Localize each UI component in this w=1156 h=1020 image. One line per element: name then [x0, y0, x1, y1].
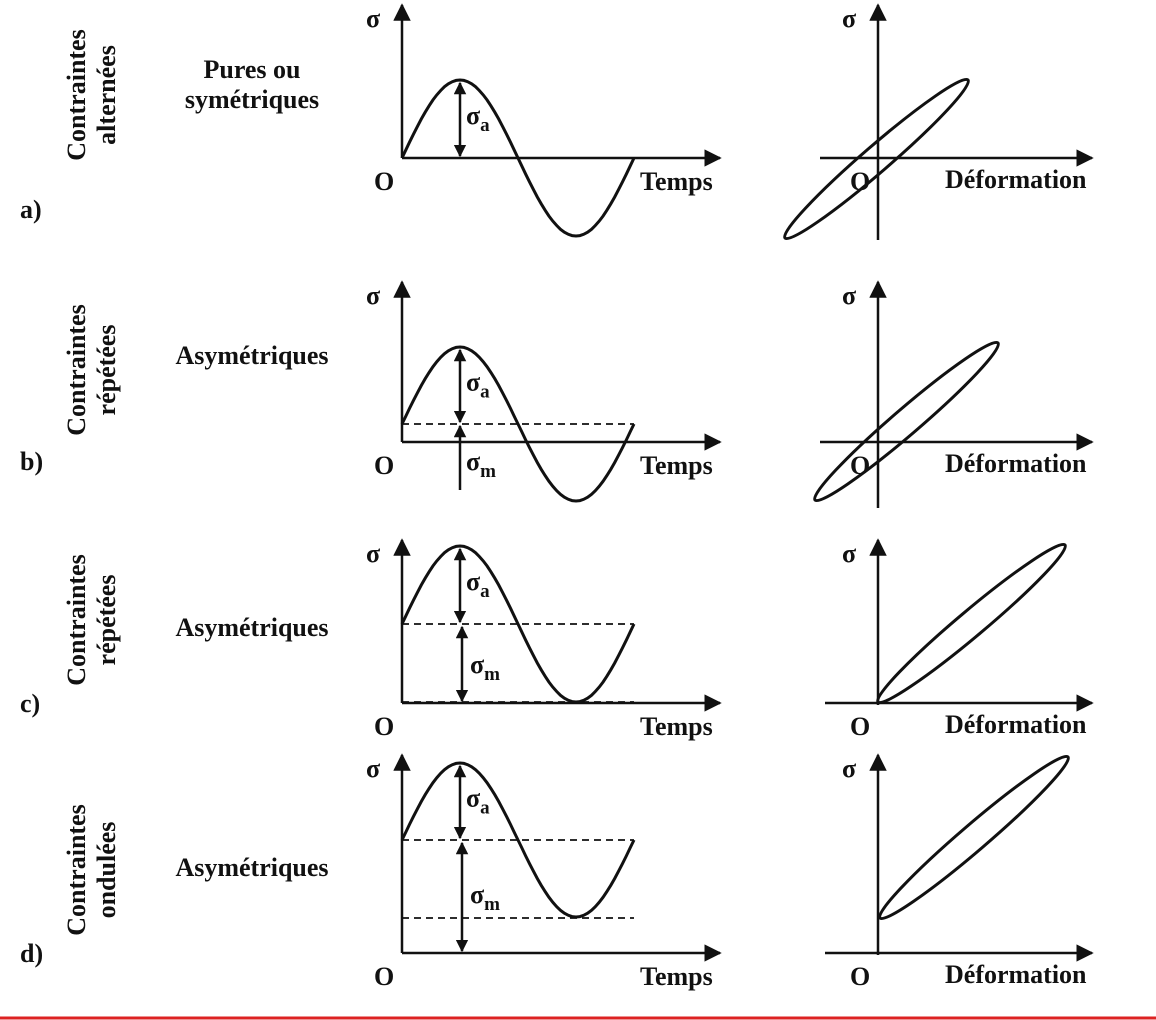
subscript: m	[480, 461, 496, 482]
y-axis-label: σ	[842, 539, 856, 568]
y-axis-label: σ	[842, 4, 856, 33]
category-label: Contraintes	[62, 804, 91, 935]
x-axis-label: Déformation	[945, 960, 1087, 989]
x-axis-label: Déformation	[945, 165, 1087, 194]
symbol: σ	[466, 784, 480, 813]
subscript: m	[484, 664, 500, 685]
stress-symbol: σa	[466, 101, 490, 136]
symbol: σ	[466, 447, 480, 476]
stress-symbol: σm	[470, 650, 500, 685]
description: Asymétriques	[175, 341, 328, 370]
y-axis-label: σ	[366, 539, 380, 568]
row-letter: a)	[20, 195, 42, 224]
hysteresis-loop	[878, 754, 1070, 921]
row-letter: c)	[20, 689, 40, 718]
category-label: répétées	[92, 575, 121, 666]
description: Asymétriques	[175, 853, 328, 882]
y-axis-label: σ	[842, 281, 856, 310]
wave	[400, 345, 636, 503]
symbol: σ	[470, 650, 484, 679]
stress-symbol: σa	[466, 368, 490, 403]
description: Asymétriques	[175, 613, 328, 642]
category-label: alternées	[92, 45, 121, 145]
origin-label: O	[374, 167, 394, 196]
x-axis-label: Temps	[640, 167, 713, 196]
y-axis-label: σ	[842, 754, 856, 783]
subscript: a	[480, 798, 490, 819]
hysteresis-loop	[876, 542, 1067, 705]
y-axis-label: σ	[366, 281, 380, 310]
y-axis-label: σ	[366, 4, 380, 33]
y-axis-label: σ	[366, 754, 380, 783]
category-label: Contraintes	[62, 304, 91, 435]
category-label: répétées	[92, 325, 121, 416]
category-label: Contraintes	[62, 29, 91, 160]
wave	[400, 78, 636, 238]
category-label: Contraintes	[62, 554, 91, 685]
row-letter: d)	[20, 939, 43, 968]
origin-label: O	[374, 962, 394, 991]
origin-label: O	[850, 712, 870, 741]
x-axis-label: Déformation	[945, 710, 1087, 739]
x-axis-label: Temps	[640, 712, 713, 741]
category-label: ondulées	[92, 822, 121, 919]
symbol: σ	[470, 880, 484, 909]
x-axis-label: Temps	[640, 451, 713, 480]
hysteresis-loop	[783, 77, 970, 241]
subscript: a	[480, 115, 490, 136]
origin-label: O	[850, 167, 870, 196]
origin-label: O	[374, 451, 394, 480]
wave	[400, 761, 636, 919]
description: symétriques	[185, 85, 319, 114]
subscript: a	[480, 382, 490, 403]
stress-symbol: σm	[470, 880, 500, 915]
description: Pures ou	[203, 55, 300, 84]
x-axis-label: Temps	[640, 962, 713, 991]
hysteresis-loop	[813, 340, 1000, 503]
origin-label: O	[850, 962, 870, 991]
subscript: m	[484, 894, 500, 915]
stress-symbol: σa	[466, 784, 490, 819]
symbol: σ	[466, 101, 480, 130]
symbol: σ	[466, 368, 480, 397]
symbol: σ	[466, 567, 480, 596]
origin-label: O	[374, 712, 394, 741]
stress-symbol: σa	[466, 567, 490, 602]
wave	[400, 544, 636, 704]
stress-symbol: σm	[466, 447, 496, 482]
row-letter: b)	[20, 447, 43, 476]
subscript: a	[480, 581, 490, 602]
x-axis-label: Déformation	[945, 449, 1087, 478]
